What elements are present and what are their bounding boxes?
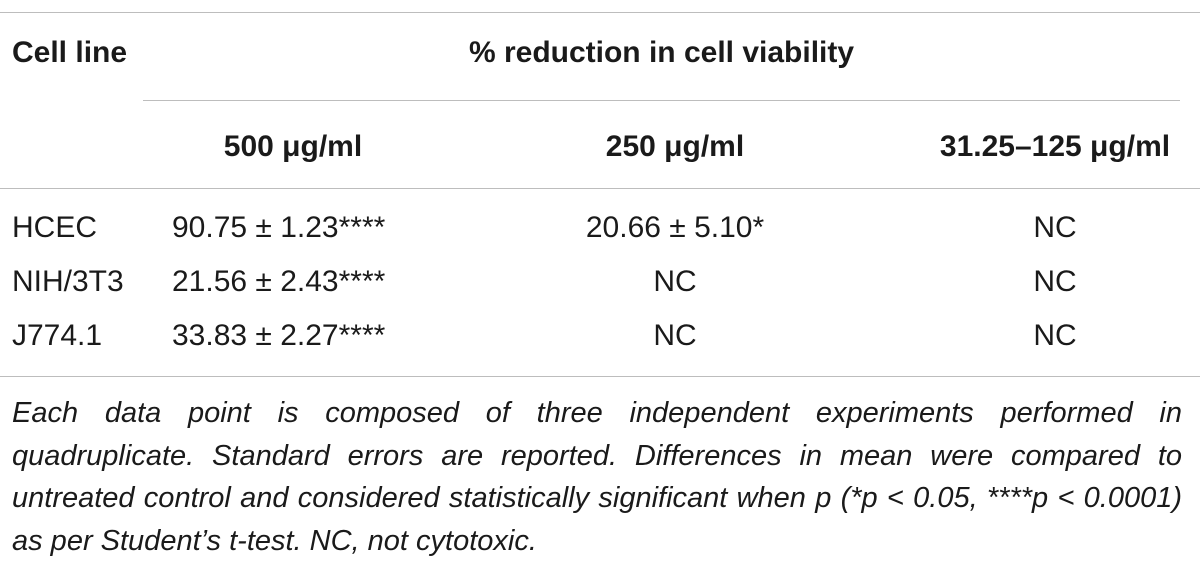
header-bottom-rule — [0, 188, 1200, 189]
column-header-250: 250 μg/ml — [605, 130, 745, 163]
cell-hcec-31-125: NC — [1033, 211, 1077, 244]
row-label-nih3t3: NIH/3T3 — [12, 265, 124, 298]
row-label-j774: J774.1 — [12, 319, 103, 352]
cell-hcec-250: 20.66 ± 5.10* — [585, 211, 765, 244]
cell-nih3t3-31-125: NC — [1033, 265, 1077, 298]
cell-nih3t3-500: 21.56 ± 2.43**** — [172, 265, 386, 298]
group-span-rule — [143, 100, 1180, 101]
header-viability-group: % reduction in cell viability — [468, 36, 855, 69]
cell-j774-250: NC — [653, 319, 697, 352]
cell-nih3t3-250: NC — [653, 265, 697, 298]
header-cell-line: Cell line — [12, 36, 128, 69]
table-footnote: Each data point is composed of three ind… — [12, 397, 1182, 557]
cell-j774-31-125: NC — [1033, 319, 1077, 352]
cell-j774-500: 33.83 ± 2.27**** — [172, 319, 386, 352]
body-bottom-rule — [0, 376, 1200, 377]
top-rule — [0, 12, 1200, 13]
cell-hcec-500: 90.75 ± 1.23**** — [172, 211, 386, 244]
column-header-31-125: 31.25–125 μg/ml — [939, 130, 1171, 163]
column-header-500: 500 μg/ml — [223, 130, 363, 163]
row-label-hcec: HCEC — [12, 211, 98, 244]
